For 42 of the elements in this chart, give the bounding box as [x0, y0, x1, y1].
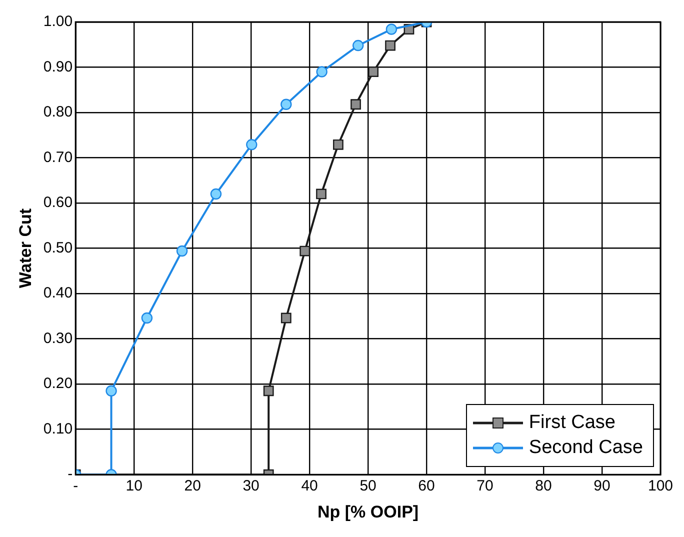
y-tick-label: 0.10 — [43, 420, 73, 438]
point — [176, 245, 188, 257]
point — [210, 188, 222, 200]
point — [141, 312, 153, 324]
y-tick-label: 0.70 — [43, 148, 73, 166]
point — [350, 99, 361, 110]
x-tick-label: 40 — [301, 478, 318, 495]
y-tick-label: 0.40 — [43, 284, 73, 302]
point — [316, 66, 328, 78]
legend-label: Second Case — [528, 437, 643, 459]
point — [263, 386, 274, 396]
x-tick-label: 80 — [535, 478, 552, 495]
point — [333, 139, 344, 150]
y-tick-label: 0.30 — [43, 330, 73, 347]
x-tick-label: 30 — [242, 478, 260, 495]
point — [352, 40, 364, 52]
y-tick-label: 0.20 — [43, 375, 73, 392]
x-tick-label: 20 — [184, 478, 201, 495]
x-tick-label: 70 — [476, 478, 494, 495]
point — [280, 98, 292, 110]
point — [386, 24, 398, 35]
y-tick-label: - — [68, 466, 73, 483]
x-tick-label: 90 — [594, 478, 610, 495]
x-tick-label: 50 — [360, 478, 376, 495]
point — [106, 385, 117, 396]
x-axis-title: Np [% OOIP] — [318, 502, 419, 522]
point — [385, 40, 396, 51]
point — [280, 312, 292, 324]
x-tick-label: 10 — [126, 478, 142, 495]
x-tick-label: 100 — [648, 478, 673, 495]
point — [300, 246, 310, 256]
legend-label: First Case — [528, 412, 616, 434]
point — [246, 139, 258, 150]
y-tick-label: 0.50 — [43, 239, 73, 256]
x-tick-label: 60 — [418, 478, 435, 495]
point — [316, 188, 326, 200]
y-axis-title: Water Cut — [16, 208, 35, 288]
y-tick-label: 0.90 — [43, 58, 73, 76]
y-tick-label: 0.60 — [43, 194, 73, 212]
point — [368, 66, 378, 77]
y-tick-label: 0.80 — [43, 104, 73, 121]
y-tick-label: 1.00 — [43, 13, 73, 30]
